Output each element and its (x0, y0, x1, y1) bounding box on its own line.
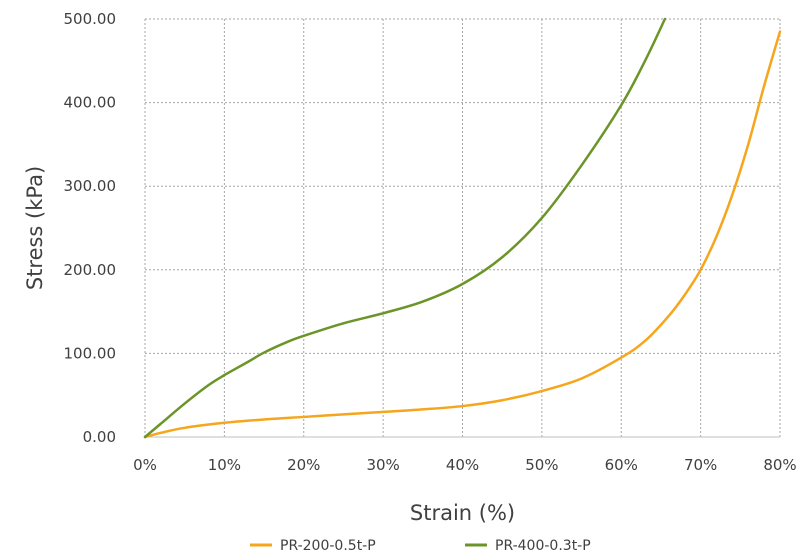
x-tick-label: 40% (446, 456, 479, 474)
x-tick-label: 30% (366, 456, 399, 474)
y-axis-title: Stress (kPa) (23, 166, 47, 290)
series-line-1 (143, 30, 782, 439)
x-tick-label: 80% (763, 456, 796, 474)
y-tick-label: 0.00 (83, 428, 116, 446)
legend-label-2: PR-400-0.3t-P (495, 538, 591, 554)
x-tick-label: 10% (208, 456, 241, 474)
legend: PR-200-0.5t-P PR-400-0.3t-P (250, 538, 591, 554)
legend-label-1: PR-200-0.5t-P (280, 538, 376, 554)
y-tick-label: 200.00 (64, 261, 117, 279)
x-tick-label: 0% (133, 456, 157, 474)
x-tick-label: 20% (287, 456, 320, 474)
y-tick-label: 400.00 (64, 94, 117, 112)
x-tick-label: 60% (605, 456, 638, 474)
y-tick-label: 500.00 (64, 10, 117, 28)
series-line-2 (143, 17, 667, 439)
grid-layer (144, 18, 781, 437)
series-layer (143, 17, 782, 439)
x-axis-title: Strain (%) (410, 501, 515, 525)
y-tick-label: 300.00 (64, 177, 117, 195)
y-tick-label: 100.00 (64, 344, 117, 362)
x-tick-label: 50% (525, 456, 558, 474)
x-tick-label: 70% (684, 456, 717, 474)
axis-layer: 0% 10% 20% 30% 40% 50% 60% 70% 80% 0.00 100.00 200.… (64, 10, 797, 474)
